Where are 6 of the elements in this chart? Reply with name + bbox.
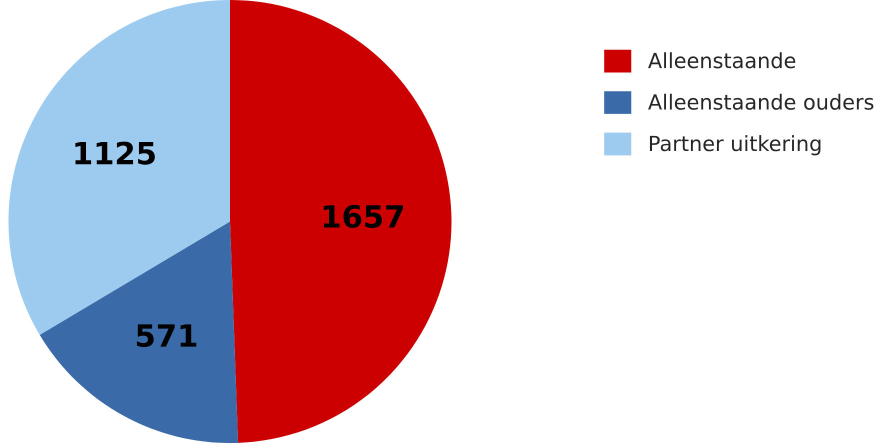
legend-label: Alleenstaande ouders	[648, 94, 874, 110]
legend-label: Alleenstaande	[648, 52, 796, 68]
legend-label: Partner uitkering	[650, 135, 820, 156]
data-label: 1125	[75, 142, 155, 165]
data-label: 571	[136, 324, 196, 348]
data-label: 1657	[324, 204, 403, 228]
